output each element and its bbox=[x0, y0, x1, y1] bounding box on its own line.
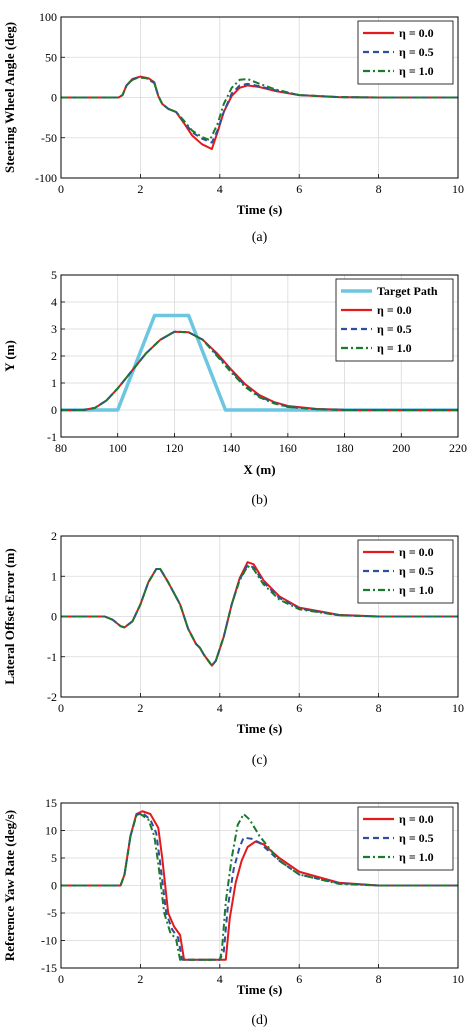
panel-caption: (d) bbox=[251, 1013, 268, 1028]
x-axis-label: Time (s) bbox=[237, 982, 283, 997]
plot-frame bbox=[60, 274, 459, 438]
legend-label: η = 0.5 bbox=[399, 45, 434, 59]
legend: η = 0.0 η = 0.5 η = 1.0 bbox=[357, 539, 454, 604]
y-tick-label: -50 bbox=[41, 131, 57, 145]
x-tick-label: 6 bbox=[296, 972, 302, 986]
panel-caption: (b) bbox=[251, 493, 268, 508]
legend-label: η = 0.5 bbox=[399, 564, 434, 578]
y-tick-label: 10 bbox=[45, 824, 57, 838]
panel-c: 0 2 4 6 8 10 -2 -1 0 1 2 η = 0.0 η = 0.5 η = 1.0 Time … bbox=[2, 529, 464, 768]
legend: η = 0.0 η = 0.5 η = 1.0 bbox=[357, 806, 454, 871]
y-tick-label: 2 bbox=[51, 349, 57, 363]
legend-label: η = 0.5 bbox=[377, 322, 412, 336]
x-tick-label: 200 bbox=[392, 441, 410, 455]
series-line-1-0 bbox=[61, 565, 458, 667]
y-tick-label: 0 bbox=[51, 403, 57, 417]
y-tick-label: 1 bbox=[51, 376, 57, 390]
series-line-0-5 bbox=[61, 76, 458, 144]
x-tick-label: 160 bbox=[279, 441, 297, 455]
legend-label: η = 0.0 bbox=[399, 812, 434, 826]
y-tick-label: -2 bbox=[47, 690, 57, 704]
y-tick-label: 2 bbox=[51, 529, 57, 543]
y-axis-label: Y (m) bbox=[2, 340, 17, 372]
legend-label: η = 0.0 bbox=[399, 26, 434, 40]
x-tick-label: 2 bbox=[137, 701, 143, 715]
plot-frame bbox=[60, 16, 459, 179]
panel-b: 80 100 120 140 160 180 200 220 -1 0 1 2 3 4 5 Target Pa… bbox=[2, 268, 467, 508]
legend-label: η = 0.0 bbox=[377, 303, 412, 317]
x-tick-label: 4 bbox=[217, 182, 223, 196]
x-tick-label: 10 bbox=[452, 701, 464, 715]
y-tick-label: 5 bbox=[51, 851, 57, 865]
x-tick-label: 120 bbox=[165, 441, 183, 455]
x-tick-label: 0 bbox=[58, 182, 64, 196]
series-line-1-0 bbox=[61, 813, 458, 961]
x-tick-label: 2 bbox=[137, 972, 143, 986]
legend: η = 0.0 η = 0.5 η = 1.0 bbox=[357, 20, 454, 85]
x-tick-label: 8 bbox=[376, 182, 382, 196]
y-tick-label: -100 bbox=[35, 171, 57, 185]
panel-caption: (a) bbox=[252, 230, 268, 245]
x-tick-label: 140 bbox=[222, 441, 240, 455]
y-tick-label: -10 bbox=[41, 934, 57, 948]
y-axis-label: Steering Wheel Angle (deg) bbox=[2, 22, 17, 173]
y-tick-label: -5 bbox=[47, 906, 57, 920]
panel-d: 0 2 4 6 8 10 -15 -10 -5 0 5 10 15 η = 0.0 η = 0.5 η = 1… bbox=[2, 796, 464, 1028]
y-tick-label: 5 bbox=[51, 268, 57, 282]
y-tick-label: 100 bbox=[39, 10, 57, 24]
y-tick-label: 15 bbox=[45, 796, 57, 810]
y-tick-label: 50 bbox=[45, 50, 57, 64]
panel-a: 0 2 4 6 8 10 -100 -50 0 50 100 η = 0.0 η = 0.5 η = 1.… bbox=[2, 10, 464, 245]
x-tick-label: 8 bbox=[376, 972, 382, 986]
y-axis-label: Reference Yaw Rate (deg/s) bbox=[2, 810, 17, 961]
y-tick-label: 4 bbox=[51, 295, 57, 309]
y-tick-label: 3 bbox=[51, 322, 57, 336]
y-tick-label: -1 bbox=[47, 650, 57, 664]
x-tick-label: 2 bbox=[137, 182, 143, 196]
x-tick-label: 0 bbox=[58, 701, 64, 715]
legend: Target Path η = 0.0 η = 0.5 η = 1.0 bbox=[335, 278, 454, 362]
legend-label: η = 0.0 bbox=[399, 545, 434, 559]
plot-frame bbox=[60, 802, 459, 969]
x-axis-label: Time (s) bbox=[237, 721, 283, 736]
x-tick-label: 10 bbox=[452, 972, 464, 986]
legend-label: η = 1.0 bbox=[377, 341, 412, 355]
series-line-1-0 bbox=[61, 330, 458, 411]
x-tick-label: 220 bbox=[449, 441, 467, 455]
x-axis-label: X (m) bbox=[243, 462, 275, 477]
series-line-0-0 bbox=[61, 75, 458, 151]
x-tick-label: 4 bbox=[217, 701, 223, 715]
y-tick-label: 0 bbox=[51, 610, 57, 624]
legend-label: η = 1.0 bbox=[399, 850, 434, 864]
legend-label: η = 1.0 bbox=[399, 583, 434, 597]
y-tick-label: -15 bbox=[41, 961, 57, 975]
legend-label: η = 0.5 bbox=[399, 831, 434, 845]
plot-frame bbox=[60, 535, 459, 698]
x-tick-label: 0 bbox=[58, 972, 64, 986]
y-tick-label: -1 bbox=[47, 430, 57, 444]
x-tick-label: 4 bbox=[217, 972, 223, 986]
y-axis-label: Lateral Offset Error (m) bbox=[2, 548, 17, 684]
x-tick-label: 80 bbox=[55, 441, 67, 455]
x-tick-label: 10 bbox=[452, 182, 464, 196]
y-tick-label: 0 bbox=[51, 91, 57, 105]
series-line-1-0 bbox=[61, 76, 458, 142]
panel-caption: (c) bbox=[252, 753, 268, 768]
x-tick-label: 6 bbox=[296, 701, 302, 715]
legend-label: Target Path bbox=[377, 284, 438, 298]
series-line-target-path bbox=[61, 313, 458, 412]
series-line-0-5 bbox=[61, 563, 458, 667]
x-tick-label: 180 bbox=[336, 441, 354, 455]
x-axis-label: Time (s) bbox=[237, 202, 283, 217]
x-tick-label: 100 bbox=[109, 441, 127, 455]
x-tick-label: 6 bbox=[296, 182, 302, 196]
x-tick-label: 8 bbox=[376, 701, 382, 715]
y-tick-label: 0 bbox=[51, 879, 57, 893]
y-tick-label: 1 bbox=[51, 569, 57, 583]
legend-label: η = 1.0 bbox=[399, 64, 434, 78]
